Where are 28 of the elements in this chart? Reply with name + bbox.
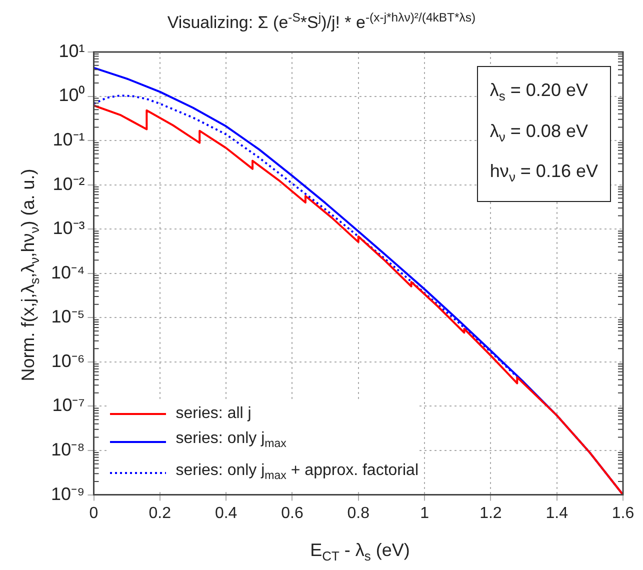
x-tick-label: 1.4 (546, 504, 568, 522)
x-tick-label: 0.8 (347, 504, 370, 522)
annotation: λ$_{s}$ = 0.20 eV (490, 80, 588, 104)
y-tick-label: 10⁻⁴ (50, 262, 85, 282)
x-tick-label: 0.6 (281, 504, 304, 522)
y-tick-label: 10⁻⁹ (51, 484, 85, 504)
y-tick-label: 10⁻⁷ (52, 395, 85, 416)
y-tick-label: 10⁻² (52, 174, 85, 194)
y-tick-label: 10⁻³ (52, 218, 85, 238)
y-tick-label: 10⁻¹ (52, 130, 85, 150)
legend-label: series: only j$_{max}$ (176, 429, 286, 453)
y-tick-label: 10⁻⁸ (51, 439, 85, 460)
y-tick-label: 10⁻⁶ (51, 350, 85, 371)
x-tick-label: 0 (89, 504, 98, 522)
x-tick-label: 0.4 (214, 504, 238, 522)
x-tick-label: 1.6 (612, 504, 634, 522)
annotation: λ$_{ν}$ = 0.08 eV (490, 120, 588, 144)
x-tick-label: 1.2 (480, 504, 502, 522)
y-tick-label: 10⁰ (58, 85, 85, 106)
y-tick-label: 10⁻⁵ (51, 306, 85, 327)
annotation: hν$_{ν}$ = 0.16 eV (490, 161, 598, 185)
y-tick-label: 10¹ (58, 40, 85, 61)
legend-label: series: all j (176, 404, 252, 424)
x-tick-label: 1 (420, 504, 430, 522)
chart-title: Visualizing: Σ (e$^{-S}$*S$^{j}$)/j! * e$^{-(x-j*hλν)²/(4kBT*λs)}$ (167, 10, 476, 32)
legend-label: series: only j$_{max}$ + approx. factorial (176, 460, 419, 484)
x-tick-label: 0.2 (148, 504, 172, 522)
x-axis-title: E$_{CT}$ - λ$_{s}$ (eV) (310, 540, 410, 564)
